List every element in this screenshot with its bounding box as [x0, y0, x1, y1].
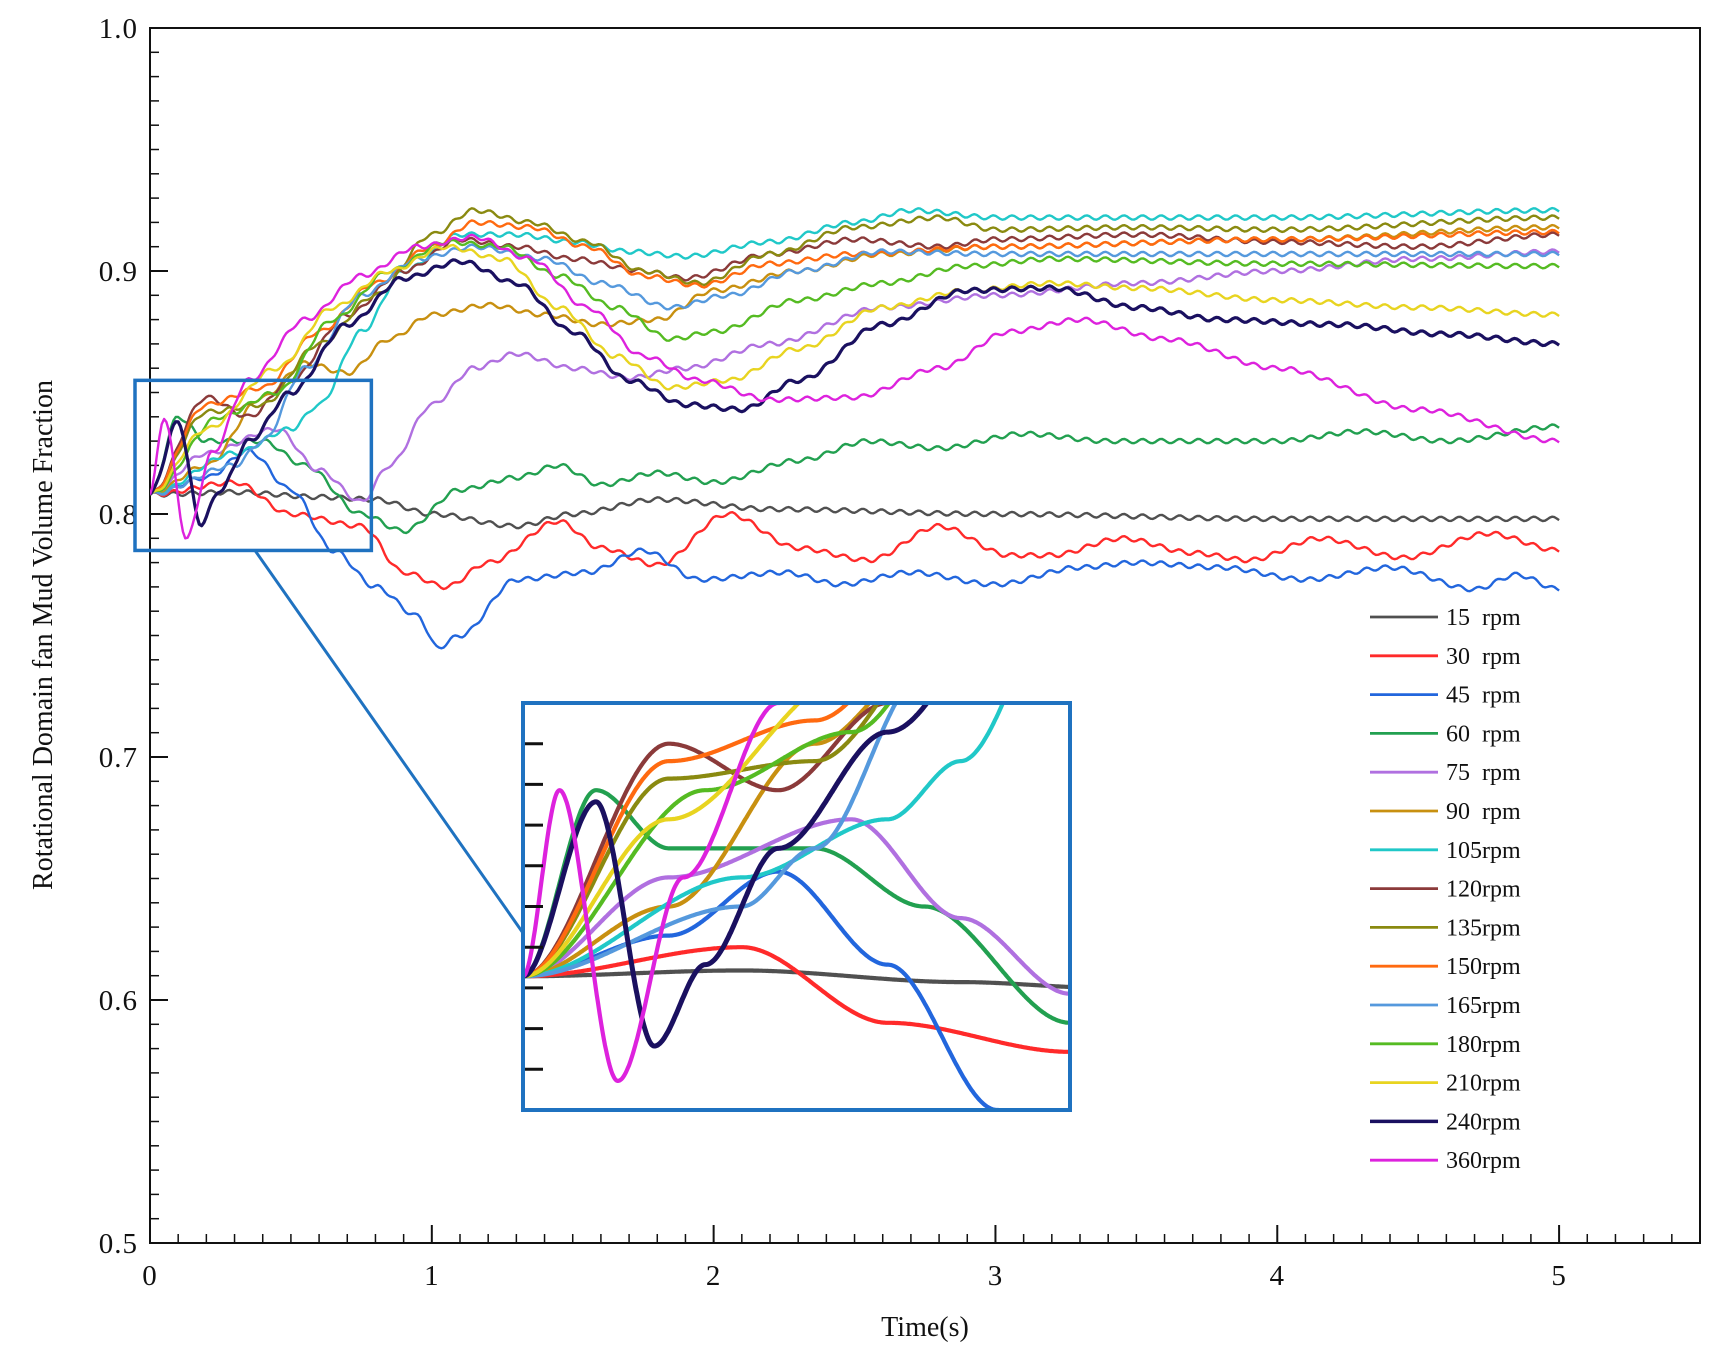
series-line — [150, 447, 1560, 650]
series-line — [150, 258, 1561, 528]
legend-label: 30 rpm — [1446, 644, 1521, 670]
series-line — [150, 233, 1560, 540]
x-tick-label: 3 — [988, 1260, 1004, 1292]
legend-label: 360rpm — [1446, 1148, 1521, 1174]
legend: 15 rpm 30 rpm 45 rpm 60 rpm 75 rpm 90 rpm 105r… — [1370, 605, 1521, 1174]
x-axis-label: Time(s) — [881, 1312, 969, 1343]
series-line — [150, 488, 1560, 530]
inset-frame — [521, 701, 1072, 1112]
legend-label: 120rpm — [1446, 877, 1521, 903]
inset-series-line — [523, 703, 899, 979]
y-tick-label: 0.9 — [99, 256, 138, 288]
legend-label: 15 rpm — [1446, 605, 1521, 631]
legend-label: 135rpm — [1446, 915, 1521, 941]
y-axis-label: Rotational Domain fan Mud Volume Fractio… — [28, 380, 59, 890]
y-tick-label: 0.5 — [99, 1228, 138, 1260]
legend-label: 45 rpm — [1446, 683, 1521, 709]
series-line — [150, 479, 1560, 591]
inset-series-line — [523, 703, 931, 1049]
inset-series-line — [523, 703, 899, 979]
inset-series-line — [523, 945, 1070, 1054]
x-tick-label: 4 — [1270, 1260, 1286, 1292]
x-tick-label: 2 — [706, 1260, 722, 1292]
y-tick-label: 1.0 — [99, 13, 138, 45]
series-line — [150, 243, 1560, 496]
legend-label: 90 rpm — [1446, 799, 1521, 825]
x-tick-label: 5 — [1551, 1260, 1567, 1292]
series-lines — [150, 206, 1561, 650]
legend-label: 60 rpm — [1446, 721, 1521, 747]
zoom-connector-line — [253, 549, 525, 934]
inset-series-line — [523, 788, 1070, 1025]
legend-label: 180rpm — [1446, 1032, 1521, 1058]
legend-label: 105rpm — [1446, 838, 1521, 864]
y-tick-label: 0.7 — [99, 742, 138, 774]
zoom-region-box — [133, 378, 374, 553]
inset-series-line — [523, 703, 881, 979]
axis-ticks: 0 1 2 3 4 5 0.5 0.6 0.7 0.8 0.9 1.0 — [99, 13, 1701, 1292]
legend-label: 150rpm — [1446, 954, 1521, 980]
series-line — [150, 243, 1560, 496]
legend-label: 165rpm — [1446, 993, 1521, 1019]
zoom-indicator — [133, 378, 525, 934]
inset-series — [523, 703, 1070, 1110]
inset-series-line — [523, 703, 851, 979]
inset-zoom-panel — [521, 701, 1072, 1112]
x-tick-label: 1 — [424, 1260, 440, 1292]
series-line — [150, 415, 1560, 535]
legend-label: 240rpm — [1446, 1109, 1521, 1135]
y-tick-label: 0.8 — [99, 499, 138, 531]
inset-series-line — [523, 817, 1070, 996]
legend-label: 75 rpm — [1446, 760, 1521, 786]
inset-series-line — [523, 703, 892, 979]
y-tick-label: 0.6 — [99, 985, 138, 1017]
series-line — [150, 248, 1560, 502]
inset-series-line — [523, 703, 789, 1083]
legend-label: 210rpm — [1446, 1071, 1521, 1097]
x-tick-label: 0 — [142, 1260, 158, 1292]
series-line — [150, 206, 1560, 496]
